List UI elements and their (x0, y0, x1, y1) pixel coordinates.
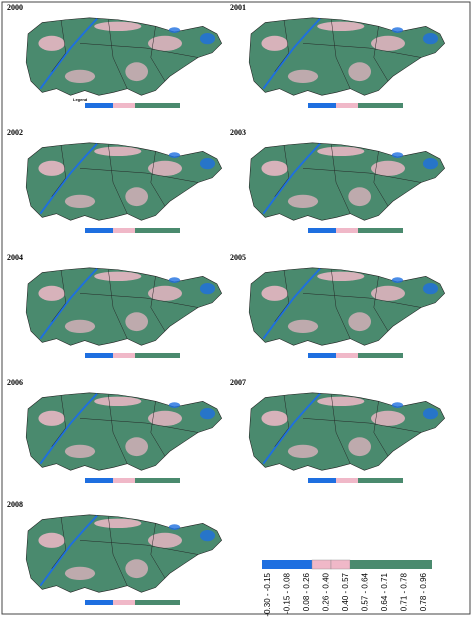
legend-swatch (85, 228, 113, 233)
legend-swatch (358, 103, 403, 108)
legend-swatch (85, 600, 113, 605)
map (25, 141, 223, 222)
year-label: 2003 (230, 128, 246, 137)
year-label: 2001 (230, 3, 246, 12)
map-panel: 2004 (7, 253, 223, 358)
map (25, 513, 223, 594)
legend-swatch (358, 228, 403, 233)
legend-label: -0.30 - -0.15 (263, 572, 272, 616)
year-label: 2002 (7, 128, 23, 137)
legend-label: 0.78 - 0.96 (419, 572, 428, 611)
map-panel: 2003 (230, 128, 446, 233)
map (248, 16, 446, 97)
legend-swatch (308, 478, 336, 483)
legend-label: 0.64 - 0.71 (380, 572, 389, 611)
map-panel: 2001 (230, 3, 446, 108)
map-panel: 2002 (7, 128, 223, 233)
main-legend (262, 559, 432, 570)
year-label: 2007 (230, 378, 246, 387)
legend-swatch (113, 228, 135, 233)
legend-title: Legend (73, 97, 88, 102)
year-label: 2006 (7, 378, 23, 387)
legend-swatch (308, 103, 336, 108)
legend-swatch (311, 559, 332, 570)
legend-swatch (135, 353, 180, 358)
legend-swatch (113, 353, 135, 358)
legend-label: 0.57 - 0.64 (361, 572, 370, 611)
legend-swatch (135, 600, 180, 605)
legend-swatch (308, 228, 336, 233)
legend-swatch (336, 103, 358, 108)
legend-swatch (113, 478, 135, 483)
legend-swatch (85, 478, 113, 483)
legend-swatch (358, 353, 403, 358)
map-panel: 2007 (230, 378, 446, 483)
map-panel: 2008 (7, 500, 223, 605)
year-label: 2000 (7, 3, 23, 12)
legend-label: 0.26 - 0.40 (322, 572, 331, 611)
legend-label: 0.71 - 0.78 (400, 572, 409, 611)
map (25, 16, 223, 97)
legend-swatch (336, 228, 358, 233)
legend-label: 0.40 - 0.57 (341, 572, 350, 611)
legend-swatch (113, 103, 135, 108)
legend-label: 0.08 - 0.26 (302, 572, 311, 611)
map (248, 391, 446, 472)
map (25, 391, 223, 472)
legend-swatch (135, 103, 180, 108)
legend-swatch (135, 478, 180, 483)
legend-swatch (85, 353, 113, 358)
map-panel: 2005 (230, 253, 446, 358)
legend-swatch (308, 353, 336, 358)
legend-swatch (135, 228, 180, 233)
map-panel: 2000 Legend (7, 3, 223, 108)
legend-label: -0.15 - 0.08 (283, 572, 292, 613)
legend-swatch (330, 559, 351, 570)
year-label: 2005 (230, 253, 246, 262)
map-panel: 2006 (7, 378, 223, 483)
year-label: 2008 (7, 500, 23, 509)
legend-swatch (336, 353, 358, 358)
legend-swatch (350, 560, 432, 569)
legend-swatch (85, 103, 113, 108)
legend-swatch (336, 478, 358, 483)
map (248, 141, 446, 222)
map (25, 266, 223, 347)
map (248, 266, 446, 347)
legend-swatch (262, 560, 312, 569)
year-label: 2004 (7, 253, 23, 262)
legend-swatch (113, 600, 135, 605)
legend-swatch (358, 478, 403, 483)
